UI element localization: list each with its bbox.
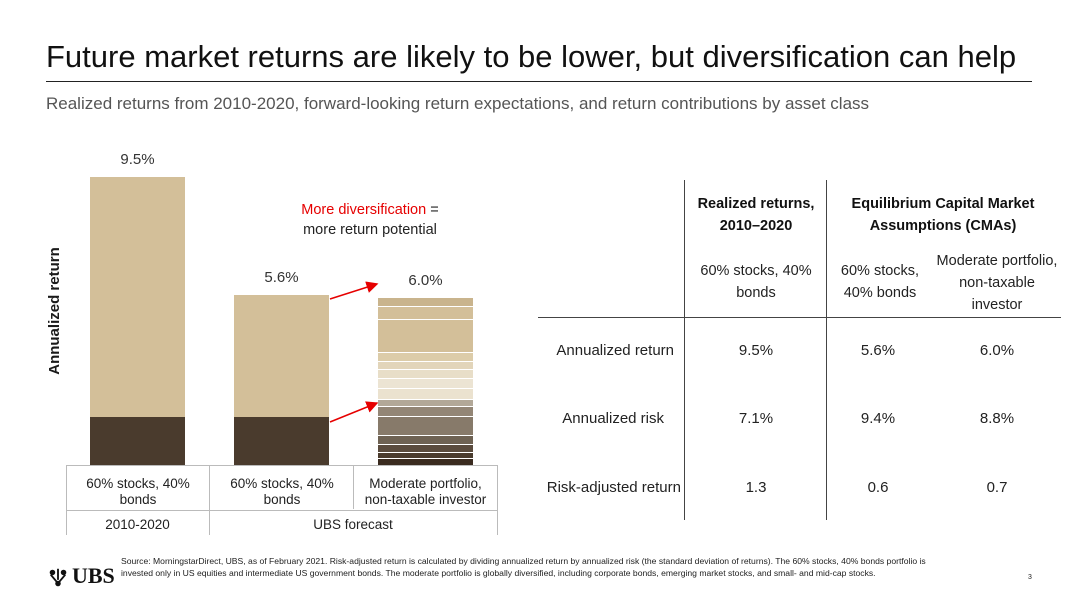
title-rule	[46, 81, 1032, 82]
callout-highlight: More diversification	[301, 202, 427, 218]
category-label-2: 60% stocks, 40% bonds	[230, 476, 334, 507]
row-label-risk-adjusted-return: Risk-adjusted return	[546, 479, 681, 496]
row-label-annualized-return: Annualized return	[556, 342, 674, 359]
bar-1	[90, 177, 185, 465]
arrow-top	[329, 281, 379, 300]
bar-3-segment-10	[378, 407, 473, 417]
bar-2-segment-1	[234, 295, 329, 417]
ubs-keys-icon	[49, 568, 67, 587]
bar-2-segment-2	[234, 416, 329, 465]
bar-1-segment-2	[90, 416, 185, 465]
bar-3	[378, 298, 473, 465]
bar-3-segment-2	[378, 307, 473, 320]
cell-riskadj-cma-moderate: 0.7	[986, 479, 1008, 496]
bar-3-segment-7	[378, 378, 473, 390]
bar-3-segment-3	[378, 319, 473, 353]
table-subheader-3: Moderate portfolio, non-taxable investor	[936, 253, 1058, 313]
bar-value-label-2: 5.6%	[264, 269, 299, 287]
cell-risk-cma-moderate: 8.8%	[979, 410, 1015, 427]
table-subheader-2: 60% stocks, 40% bonds	[840, 263, 920, 301]
returns-table: Realized returns, 2010–2020 Equilibrium …	[536, 180, 1061, 520]
bar-3-segment-11	[378, 416, 473, 437]
cell-riskadj-cma-6040: 0.6	[867, 479, 889, 496]
bar-2	[234, 295, 329, 465]
bar-3-segment-6	[378, 369, 473, 379]
axis-divider-3	[353, 465, 354, 509]
cell-return-realized: 9.5%	[738, 342, 774, 359]
source-note: Source: MorningstarDirect, UBS, as of Fe…	[121, 556, 926, 578]
table-header-rule	[538, 317, 1061, 318]
bar-1-segment-1	[90, 177, 185, 417]
row-label-annualized-risk: Annualized risk	[562, 410, 664, 427]
table-header-cmas: Equilibrium Capital Market Assumptions (…	[851, 196, 1035, 234]
bar-value-label-3: 6.0%	[408, 272, 443, 290]
cell-riskadj-realized: 1.3	[745, 479, 767, 496]
bar-3-segment-14	[378, 452, 473, 459]
category-label-3: Moderate portfolio, non-taxable investor	[364, 476, 487, 507]
axis-divider-1	[66, 465, 67, 535]
bar-3-segment-12	[378, 436, 473, 446]
bar-3-segment-4	[378, 352, 473, 362]
group-label-2010-2020: 2010-2020	[105, 517, 170, 532]
cell-risk-cma-6040: 9.4%	[860, 410, 896, 427]
bar-3-segment-9	[378, 399, 473, 408]
table-vline-1	[684, 180, 685, 520]
callout-text: More diversification = more return poten…	[270, 200, 470, 240]
axis-divider-2	[209, 465, 210, 535]
axis-divider-4	[497, 465, 498, 535]
table-vline-2	[826, 180, 827, 520]
table-subheader-1: 60% stocks, 40% bonds	[700, 263, 812, 301]
page-number: 3	[1028, 574, 1032, 581]
page-title: Future market returns are likely to be l…	[46, 39, 1017, 74]
axis-top-line	[66, 465, 497, 466]
bar-chart: Annualized return 9.5% 5.6% 6.0% More dive…	[0, 0, 530, 545]
bar-3-segment-15	[378, 458, 473, 465]
group-label-ubs-forecast: UBS forecast	[313, 517, 393, 532]
ubs-logo-text: UBS	[72, 563, 115, 588]
callout-arrows	[329, 281, 379, 423]
bar-3-segment-8	[378, 389, 473, 400]
table-header-realized: Realized returns, 2010–2020	[697, 196, 815, 234]
cell-return-cma-moderate: 6.0%	[979, 342, 1015, 359]
cell-risk-realized: 7.1%	[738, 410, 774, 427]
cell-return-cma-6040: 5.6%	[860, 342, 896, 359]
page-subtitle: Realized returns from 2010-2020, forward…	[46, 94, 870, 113]
bar-3-segment-1	[378, 298, 473, 308]
category-label-1: 60% stocks, 40% bonds	[86, 476, 190, 507]
bar-3-segment-5	[378, 361, 473, 370]
bar-3-segment-13	[378, 445, 473, 453]
bar-value-label-1: 9.5%	[120, 151, 155, 169]
callout-line2: more return potential	[303, 222, 437, 238]
axis-mid-line	[66, 510, 497, 511]
arrow-bottom	[329, 401, 379, 423]
callout-rest: =	[426, 202, 439, 218]
